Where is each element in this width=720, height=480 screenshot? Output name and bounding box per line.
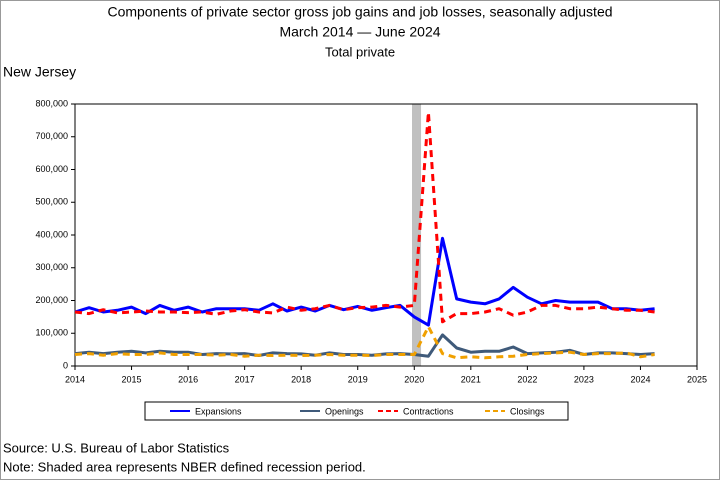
x-tick-label: 2021: [461, 374, 481, 384]
x-tick-label: 2024: [630, 374, 650, 384]
legend-label: Openings: [325, 406, 364, 416]
y-tick-label: 400,000: [35, 229, 68, 239]
x-tick-label: 2022: [517, 374, 537, 384]
recession-band: [412, 104, 422, 366]
chart-subtitle: March 2014 — June 2024: [279, 24, 440, 40]
series-line: [74, 325, 655, 360]
x-tick-label: 2016: [178, 374, 198, 384]
y-tick-label: 700,000: [35, 131, 68, 141]
x-tick-label: 2019: [348, 374, 368, 384]
plot-area: [74, 103, 698, 367]
source-note: Source: U.S. Bureau of Labor Statistics: [3, 440, 230, 455]
x-tick-label: 2018: [291, 374, 311, 384]
y-tick-label: 0: [63, 360, 68, 370]
legend-label: Expansions: [195, 406, 242, 416]
legend-label: Closings: [510, 406, 545, 416]
x-tick-label: 2025: [687, 374, 707, 384]
footnote: Note: Shaded area represents NBER define…: [3, 459, 366, 474]
y-tick-label: 100,000: [35, 328, 68, 338]
region-label: New Jersey: [3, 64, 76, 80]
legend-label: Contractions: [403, 406, 454, 416]
series-line: [74, 110, 655, 324]
y-tick-label: 800,000: [35, 98, 68, 108]
y-tick-label: 200,000: [35, 295, 68, 305]
x-tick-label: 2020: [404, 374, 424, 384]
x-tick-label: 2023: [574, 374, 594, 384]
chart-title: Components of private sector gross job g…: [107, 4, 612, 20]
x-tick-label: 2015: [122, 374, 142, 384]
y-tick-label: 600,000: [35, 164, 68, 174]
y-tick-label: 500,000: [35, 197, 68, 207]
legend-box: [144, 401, 569, 421]
x-tick-label: 2014: [65, 374, 85, 384]
y-tick-label: 300,000: [35, 262, 68, 272]
x-tick-label: 2017: [235, 374, 255, 384]
chart-subtitle: Total private: [325, 44, 395, 59]
